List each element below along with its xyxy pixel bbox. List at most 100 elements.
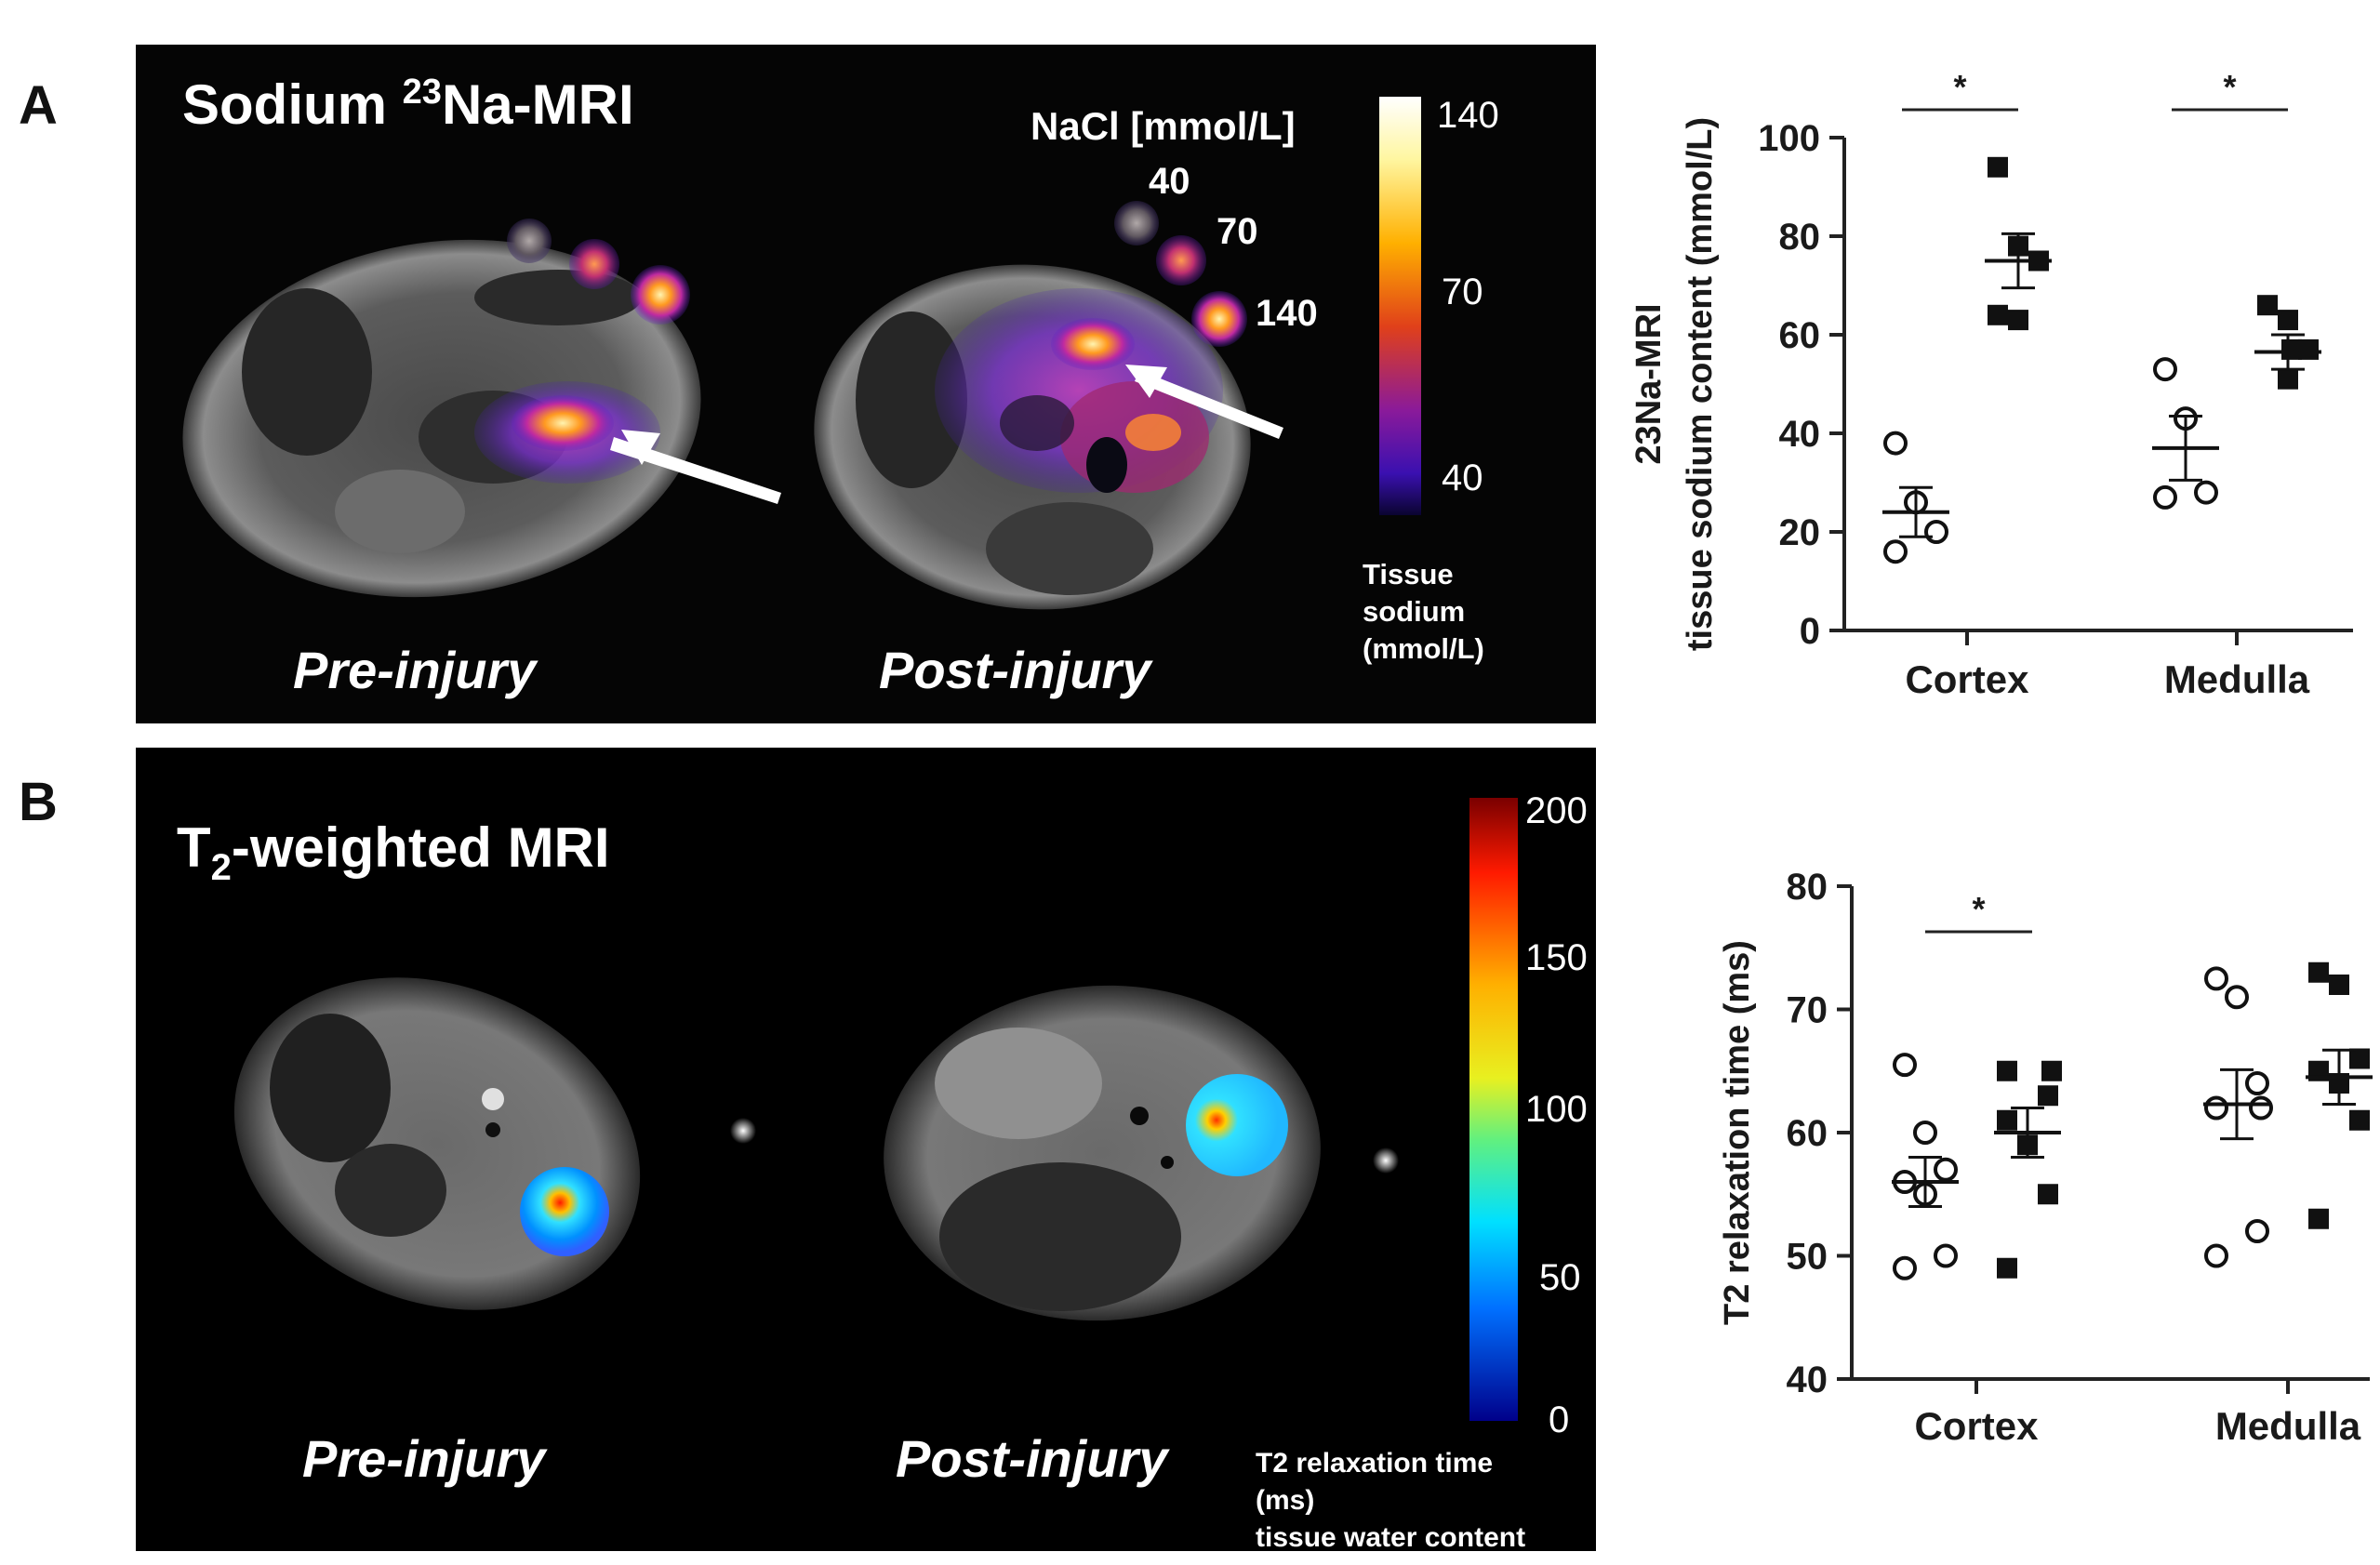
data-point-circle — [1924, 520, 1948, 544]
data-point-square — [1988, 156, 2008, 178]
y-tick-label: 60 — [1787, 1113, 1828, 1154]
sodium-colorbar-tick-40: 40 — [1442, 458, 1483, 498]
sodium-colorbar-caption-1: Tissue — [1363, 558, 1454, 590]
t2-colorbar-tick-50: 50 — [1539, 1257, 1581, 1298]
data-point-circle — [1913, 1121, 1937, 1145]
sodium-colorbar-tick-70: 70 — [1442, 272, 1483, 312]
phantom-label-140: 140 — [1256, 293, 1318, 334]
data-point-square — [2257, 295, 2278, 316]
data-point-circle — [1934, 1157, 1958, 1182]
data-point-circle — [2153, 484, 2177, 510]
t2-colorbar-caption-3: tissue water content — [1256, 1522, 1525, 1553]
pre-injury-reference-dot — [730, 1118, 756, 1144]
data-point-square — [2038, 1085, 2058, 1107]
post-injury-reference-dot — [1373, 1147, 1399, 1174]
panel-b-post-label: Post-injury — [896, 1429, 1170, 1488]
y-tick-label: 40 — [1787, 1359, 1828, 1400]
y-axis-label: 23Na-MRI — [1629, 303, 1669, 464]
t2-colorbar-tick-0: 0 — [1549, 1399, 1569, 1440]
x-tick-label: Medulla — [2215, 1404, 2361, 1448]
data-point-square — [2349, 1109, 2370, 1131]
data-point-square — [1997, 1257, 2017, 1279]
x-tick-label: Medulla — [2164, 657, 2310, 701]
data-point-circle — [1934, 1243, 1958, 1268]
t2-colorbar-tick-200: 200 — [1525, 790, 1588, 831]
y-tick-label: 80 — [1779, 217, 1821, 258]
sodium-colorbar — [1379, 97, 1421, 515]
y-tick-label: 100 — [1758, 118, 1820, 159]
panel-a-letter: A — [19, 75, 58, 136]
y-tick-label: 70 — [1787, 990, 1828, 1031]
post-injury-phantoms — [1114, 201, 1247, 347]
data-point-square — [1997, 1109, 2017, 1131]
significance-star: * — [2223, 68, 2236, 106]
phantom-label-70: 70 — [1217, 211, 1258, 252]
data-point-square — [1988, 304, 2008, 325]
significance-star: * — [1972, 890, 1985, 928]
panel-b-letter: B — [19, 772, 58, 832]
y-axis-label: T2 relaxation time (ms) — [1718, 940, 1757, 1325]
pre-injury-sodium-slice — [182, 239, 701, 598]
data-point-circle — [1883, 539, 1908, 564]
panel-a-pre-label: Pre-injury — [293, 641, 538, 699]
pre-injury-phantoms — [507, 219, 690, 325]
data-point-circle — [2153, 357, 2177, 382]
panel-a-title: Sodium 23Na-MRI — [182, 73, 634, 136]
x-tick-label: Cortex — [1914, 1404, 2039, 1448]
data-point-square — [2278, 310, 2298, 331]
t2-colorbar — [1469, 798, 1518, 1421]
data-point-circle — [2194, 480, 2218, 505]
y-axis-label: tissue sodium content (mmol/L) — [1681, 117, 1720, 651]
data-point-circle — [2204, 1095, 2228, 1121]
pre-injury-t2-slice — [233, 977, 641, 1310]
y-tick-label: 80 — [1787, 867, 1828, 908]
y-tick-label: 50 — [1787, 1237, 1828, 1278]
x-tick-label: Cortex — [1905, 657, 2029, 701]
sodium-colorbar-tick-140: 140 — [1437, 95, 1499, 136]
panel-b-title: T2-weighted MRI — [177, 816, 610, 888]
post-injury-sodium-slice — [814, 264, 1251, 610]
data-point-square — [2329, 975, 2349, 995]
data-point-circle — [2249, 1095, 2273, 1121]
data-point-square — [2278, 368, 2298, 390]
panel-b-pre-label: Pre-injury — [302, 1429, 548, 1488]
data-point-circle — [2204, 1243, 2228, 1268]
panel-a-post-label: Post-injury — [879, 641, 1153, 699]
y-tick-label: 60 — [1779, 315, 1821, 356]
pre-injury-arrowhead — [621, 430, 660, 465]
data-point-square — [2008, 310, 2028, 331]
data-point-square — [1997, 1060, 2017, 1081]
y-tick-label: 40 — [1779, 414, 1821, 455]
sodium-colorbar-caption-2: sodium — [1363, 595, 1465, 628]
t2-colorbar-tick-100: 100 — [1525, 1089, 1588, 1130]
data-point-square — [2298, 338, 2319, 360]
data-point-square — [2281, 338, 2302, 360]
significance-star: * — [1953, 68, 1966, 106]
sodium-colorbar-caption-3: (mmol/L) — [1363, 632, 1484, 665]
t2-colorbar-caption-2: (ms) — [1256, 1485, 1314, 1516]
post-injury-t2-slice — [884, 985, 1321, 1321]
data-point-circle — [1883, 431, 1908, 456]
t2-colorbar-tick-150: 150 — [1525, 937, 1588, 978]
data-point-square — [2308, 962, 2329, 983]
data-point-square — [2038, 1184, 2058, 1205]
data-point-circle — [2225, 985, 2249, 1010]
phantom-label-40: 40 — [1149, 161, 1190, 202]
t2-relaxation-chart: 40 50 60 70 80 Cortex Medulla T2 relaxation tim… — [1718, 867, 2373, 1448]
sodium-content-chart: 0 20 40 60 80 100 Cortex Medulla 23Na-MRI tissue … — [1629, 68, 2353, 701]
pre-injury-arrow — [610, 437, 781, 504]
data-point-square — [2308, 1208, 2329, 1229]
data-point-square — [2349, 1048, 2370, 1069]
data-point-circle — [2245, 1219, 2269, 1243]
post-injury-arrowhead — [1125, 365, 1167, 398]
data-point-square — [2041, 1060, 2062, 1081]
data-point-circle — [1893, 1053, 1917, 1078]
y-tick-label: 0 — [1800, 611, 1820, 652]
data-point-circle — [1893, 1255, 1917, 1280]
data-point-circle — [2204, 966, 2228, 991]
data-point-circle — [2245, 1071, 2269, 1095]
post-injury-arrow — [1135, 370, 1283, 439]
t2-colorbar-caption-1: T2 relaxation time — [1256, 1448, 1493, 1479]
nacl-label: NaCl [mmol/L] — [1030, 104, 1296, 148]
